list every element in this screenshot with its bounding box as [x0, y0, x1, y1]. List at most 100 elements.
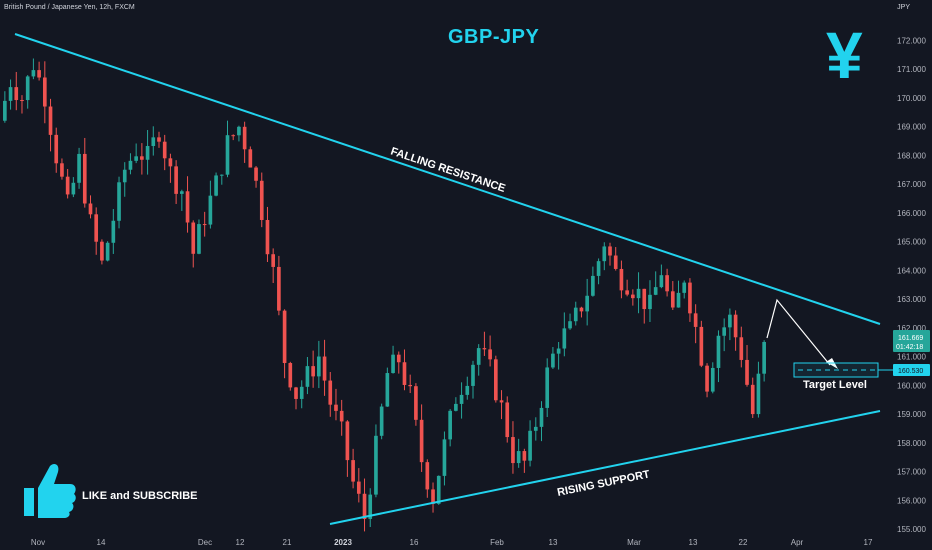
candle-body: [328, 380, 333, 405]
x-axis[interactable]: Nov 14 Dec 12 21 2023 16 Feb 13 Mar 13 22 Apr 17: [31, 538, 873, 547]
like-subscribe-label: LIKE and SUBSCRIBE: [82, 490, 198, 502]
candle-body: [151, 137, 156, 147]
x-tick-label: 16: [410, 538, 419, 547]
candle-body: [202, 224, 207, 226]
candle-body: [425, 462, 430, 490]
candle-body: [556, 348, 561, 354]
candle-body: [396, 354, 401, 363]
y-tick-label: 170.000: [897, 94, 926, 103]
projection-path: [766, 298, 831, 366]
candle-body: [465, 385, 470, 395]
candle-body: [648, 294, 652, 310]
candle-body: [670, 291, 675, 308]
candle-body: [185, 191, 190, 223]
candle-body: [408, 384, 413, 387]
y-tick-label: 158.000: [897, 439, 926, 448]
candle-body: [602, 246, 607, 262]
candle-body: [499, 400, 504, 403]
candle-body: [8, 87, 13, 101]
x-tick-label: 14: [97, 538, 106, 547]
candle-body: [613, 255, 618, 269]
y-tick-label: 163.000: [897, 295, 926, 304]
thumbs-up-icon[interactable]: [20, 458, 78, 520]
candle-body: [573, 307, 578, 322]
candle-body: [339, 410, 344, 422]
candle-body: [636, 288, 641, 299]
candle-body: [168, 158, 173, 167]
y-tick-label: 161.000: [897, 353, 926, 362]
candle-body: [551, 353, 555, 368]
candle-body: [402, 362, 407, 385]
candle-body: [419, 419, 424, 463]
candle-body: [322, 356, 327, 381]
currency-label: JPY: [897, 4, 910, 11]
candle-body: [448, 410, 452, 440]
candle-body: [94, 214, 99, 242]
x-tick-label: Nov: [31, 538, 45, 547]
candle-body: [631, 294, 635, 299]
x-tick-label: Mar: [627, 538, 641, 547]
candle-body: [710, 367, 715, 392]
candle-body: [219, 174, 224, 176]
candle-body: [237, 126, 241, 136]
candle-body: [305, 366, 310, 387]
candle-body: [579, 307, 584, 312]
y-tick-label: 162.000: [897, 324, 926, 333]
candle-body: [665, 275, 669, 292]
candle-body: [374, 435, 378, 495]
x-tick-label: 2023: [334, 538, 352, 547]
candle-body: [88, 203, 93, 215]
y-tick-label: 171.000: [897, 65, 926, 74]
candle-body: [488, 349, 492, 360]
candle-body: [242, 126, 247, 150]
candle-body: [596, 261, 601, 276]
target-price-tag: [893, 364, 930, 376]
candle-body: [653, 287, 658, 295]
candle-body: [265, 219, 270, 255]
candle-body: [699, 326, 704, 366]
candle-body: [214, 175, 218, 196]
x-tick-label: 22: [739, 538, 748, 547]
candle-body: [351, 460, 355, 482]
falling-resistance-label: FALLING RESISTANCE: [389, 145, 507, 195]
candle-body: [482, 348, 487, 350]
x-tick-label: Apr: [791, 538, 804, 547]
candle-body: [745, 359, 749, 385]
candle-body: [225, 135, 230, 175]
candle-body: [208, 195, 213, 225]
y-axis[interactable]: 155.000 156.000 157.000 158.000 159.000 160.0…: [897, 36, 926, 534]
x-tick-label: 13: [549, 538, 558, 547]
candle-body: [591, 275, 595, 296]
candle-body: [511, 437, 515, 464]
candle-body: [505, 402, 510, 438]
x-tick-label: 21: [283, 538, 292, 547]
target-level-label: Target Level: [803, 379, 867, 391]
candle-body: [476, 348, 481, 365]
candle-body: [533, 426, 538, 431]
y-tick-label: 165.000: [897, 238, 926, 247]
price-tags-group: 161.669 01:42:18 160.530: [878, 330, 930, 376]
candle-body: [379, 406, 384, 436]
candle-body: [77, 153, 81, 183]
candle-body: [117, 182, 121, 221]
y-tick-label: 172.000: [897, 36, 926, 45]
candle-body: [174, 166, 178, 194]
candle-body: [54, 134, 59, 164]
candle-body: [585, 295, 589, 312]
candle-body: [65, 176, 70, 195]
candle-body: [122, 169, 127, 183]
candle-body: [545, 367, 550, 408]
candle-body: [391, 354, 395, 374]
y-tick-label: 159.000: [897, 410, 926, 419]
candle-body: [414, 386, 418, 420]
candle-body: [299, 386, 304, 399]
candle-body: [716, 335, 721, 368]
y-tick-label: 156.000: [897, 496, 926, 505]
candle-body: [625, 290, 629, 295]
target-price-value: 160.530: [898, 368, 923, 375]
candle-body: [356, 481, 361, 494]
candle-body: [619, 268, 624, 291]
candle-body: [436, 475, 441, 504]
y-tick-label: 164.000: [897, 266, 926, 275]
